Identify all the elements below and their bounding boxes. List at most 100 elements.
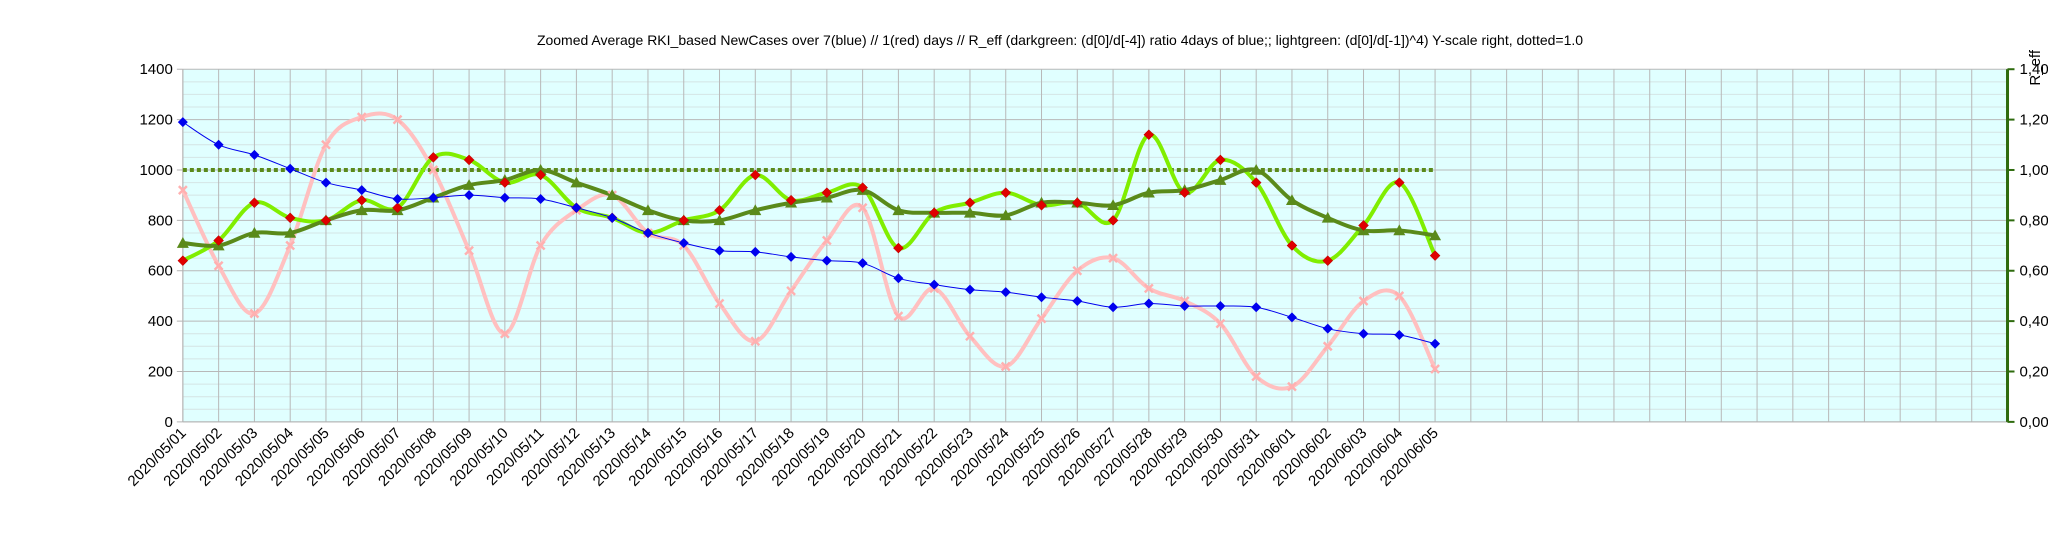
point-blue [320, 177, 331, 188]
point-red [392, 114, 403, 125]
y-tick-label: 1400 [139, 61, 172, 78]
point-blue [1108, 302, 1119, 313]
grid-layer [182, 68, 2009, 423]
point-lightgreen [1286, 240, 1298, 251]
point-red [464, 245, 474, 256]
point-darkgreen [1250, 163, 1263, 175]
point-blue [356, 185, 367, 196]
point-lightgreen [893, 242, 904, 254]
point-blue [392, 193, 403, 204]
point-red [321, 139, 331, 150]
point-blue [535, 193, 546, 204]
point-lightgreen [1215, 154, 1226, 166]
point-blue [1215, 301, 1226, 312]
point-lightgreen [678, 215, 690, 226]
point-blue [1072, 295, 1083, 306]
point-blue [464, 190, 475, 201]
point-blue [714, 245, 725, 256]
point-lightgreen [1250, 177, 1262, 188]
point-red [1000, 361, 1011, 372]
point-red [428, 165, 439, 175]
point-blue [285, 163, 296, 174]
point-darkgreen [963, 206, 976, 218]
point-blue [678, 238, 689, 249]
point-lightgreen [1358, 220, 1369, 231]
point-darkgreen [570, 176, 583, 188]
point-darkgreen [1321, 211, 1334, 223]
y-tick-label: 400 [148, 313, 173, 330]
point-darkgreen [749, 204, 762, 216]
point-lightgreen [392, 202, 403, 214]
point-darkgreen [1107, 199, 1120, 211]
y2-tick-label: 0,60 [2020, 263, 2048, 280]
point-darkgreen [463, 179, 476, 190]
point-red [285, 240, 296, 251]
point-red [821, 235, 832, 246]
point-red [213, 260, 224, 271]
point-red [1358, 296, 1369, 306]
point-blue [249, 149, 260, 160]
point-red [965, 331, 975, 342]
point-red [1143, 283, 1154, 294]
point-darkgreen [1285, 194, 1298, 206]
point-lightgreen [1036, 199, 1047, 211]
point-blue [607, 212, 618, 223]
point-blue [1322, 323, 1333, 334]
y2-tick-label: 0,00 [2020, 414, 2048, 431]
point-lightgreen [785, 194, 797, 206]
point-lightgreen [177, 255, 189, 267]
point-blue [893, 273, 904, 284]
y2-tick-label: 1,00 [2020, 162, 2048, 179]
point-lightgreen [714, 204, 725, 216]
y2-tick-label: 0,40 [2020, 313, 2048, 330]
point-red [1215, 318, 1226, 329]
point-blue [1251, 302, 1262, 313]
point-red [177, 185, 188, 196]
point-lightgreen [535, 169, 546, 181]
point-blue [177, 117, 188, 128]
point-blue [1358, 328, 1369, 339]
point-lightgreen [749, 169, 761, 181]
point-red [750, 336, 761, 347]
point-blue [786, 251, 797, 262]
point-lightgreen [1071, 197, 1083, 209]
point-red [1036, 313, 1047, 324]
point-lightgreen [320, 215, 332, 226]
point-red [1430, 364, 1440, 374]
point-blue [1394, 329, 1405, 340]
point-lightgreen [249, 197, 260, 209]
point-blue [1000, 287, 1011, 298]
point-darkgreen [248, 226, 261, 238]
y-tick-label: 800 [148, 212, 173, 229]
point-blue [1286, 312, 1297, 323]
marker-layer [176, 112, 1442, 392]
point-red [1072, 265, 1083, 276]
point-darkgreen [534, 163, 547, 175]
point-darkgreen [892, 204, 905, 216]
point-lightgreen [1393, 177, 1405, 188]
point-blue [1179, 301, 1190, 312]
point-red [249, 308, 260, 319]
point-red [786, 286, 796, 296]
point-blue [1430, 338, 1441, 349]
point-lightgreen [857, 182, 868, 193]
point-blue [1036, 292, 1047, 303]
point-darkgreen [176, 237, 189, 248]
point-darkgreen [284, 226, 297, 238]
point-lightgreen [1143, 129, 1155, 141]
point-lightgreen [356, 194, 368, 206]
point-lightgreen [499, 177, 511, 188]
point-darkgreen [606, 189, 619, 200]
point-lightgreen [821, 187, 833, 199]
point-blue [642, 227, 653, 238]
point-lightgreen [1179, 187, 1190, 199]
point-red [714, 298, 725, 309]
point-blue [929, 279, 940, 290]
y-tick-label: 0 [165, 414, 173, 431]
point-red [1251, 371, 1262, 382]
y-tick-label: 600 [148, 263, 173, 280]
point-blue [428, 192, 439, 203]
point-lightgreen [213, 235, 224, 246]
point-blue [857, 258, 868, 269]
